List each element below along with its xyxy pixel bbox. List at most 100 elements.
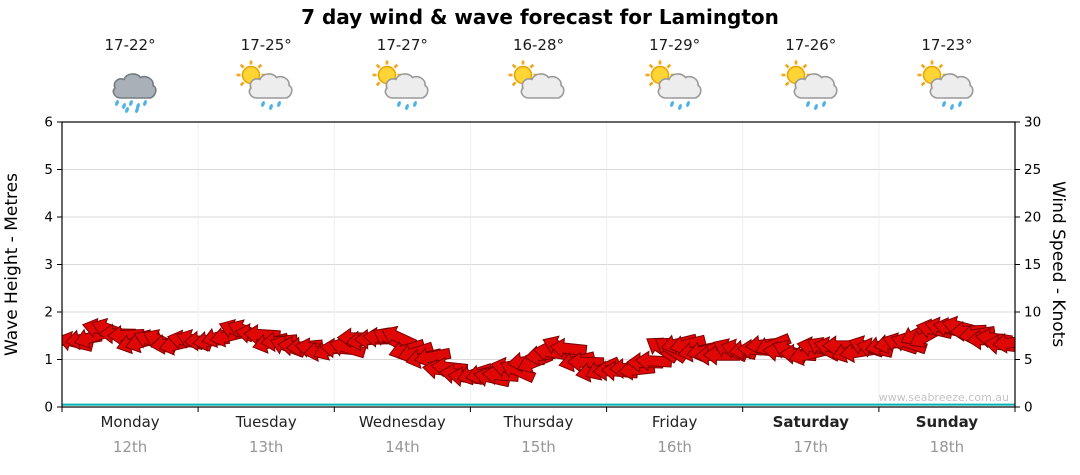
cloud	[384, 73, 429, 99]
day-date-label: 16th	[657, 438, 692, 456]
cloud	[929, 73, 974, 99]
raindrop	[122, 103, 126, 109]
left-tick-label: 3	[44, 257, 53, 273]
sun-ray	[920, 81, 926, 87]
sun-ray	[648, 81, 654, 87]
temp-range-label: 17-25°	[240, 36, 292, 54]
day-date-label: 12th	[112, 438, 148, 456]
wind-arrow	[413, 347, 452, 368]
day-header: 17-26°	[743, 36, 879, 114]
raindrop	[115, 100, 119, 106]
day-date-label: 15th	[521, 438, 556, 456]
right-tick-label: 15	[1024, 257, 1041, 273]
day-name-label: Saturday	[772, 413, 849, 431]
raindrop	[125, 107, 129, 113]
left-tick-label: 1	[44, 352, 53, 368]
sun-cloud-rain-icon	[236, 60, 296, 114]
temp-range-label: 17-23°	[921, 36, 973, 54]
sun-ray	[512, 63, 518, 69]
wind-arrow	[549, 337, 588, 359]
raindrop	[941, 101, 946, 107]
left-tick-label: 4	[44, 210, 53, 226]
sun-ray	[920, 63, 926, 69]
day-headers: 17-22° 17-25° 17-27° 16-28° 17-29° 17-26° 17-2…	[62, 36, 1015, 114]
sun-ray	[938, 63, 944, 69]
sun-ray	[257, 63, 263, 69]
day-header: 16-28°	[470, 36, 606, 114]
temp-range-label: 17-29°	[649, 36, 701, 54]
raindrop	[957, 101, 962, 107]
cloud	[521, 73, 566, 99]
day-name-label: Sunday	[915, 413, 979, 431]
sun-cloud-icon	[508, 60, 568, 114]
sun-cloud-rain-icon	[372, 60, 432, 114]
sun-ray	[376, 63, 381, 69]
sun-ray	[784, 63, 790, 69]
wind-arrows	[62, 315, 1015, 388]
raindrop	[805, 101, 810, 107]
raindrop	[397, 101, 402, 107]
sun-ray	[802, 63, 807, 69]
left-tick-label: 0	[44, 400, 53, 416]
right-tick-label: 30	[1024, 115, 1041, 131]
chart-title: 7 day wind & wave forecast for Lamington	[301, 5, 779, 29]
raindrop	[821, 101, 826, 107]
sun-ray	[239, 63, 245, 69]
rain-cloud-icon	[100, 60, 160, 114]
sun-ray	[648, 63, 654, 69]
raindrop	[685, 101, 690, 107]
sun-ray	[666, 63, 671, 69]
sun-ray	[529, 63, 535, 69]
sun-ray	[239, 81, 245, 87]
left-tick-label: 2	[44, 305, 53, 321]
day-name-label: Monday	[100, 413, 160, 431]
day-name-label: Thursday	[503, 413, 574, 431]
day-name-label: Tuesday	[235, 413, 297, 431]
sun-cloud-rain-icon	[781, 60, 841, 114]
right-tick-label: 20	[1024, 210, 1041, 226]
raindrop	[143, 100, 147, 106]
cloud	[793, 73, 838, 99]
sun-cloud-rain-icon	[917, 60, 977, 114]
raindrop	[669, 101, 674, 107]
right-axis-title: Wind Speed - Knots	[1048, 181, 1068, 348]
temp-range-label: 17-27°	[376, 36, 428, 54]
left-tick-label: 6	[44, 115, 53, 131]
left-tick-label: 5	[44, 162, 53, 178]
right-tick-label: 10	[1024, 305, 1041, 321]
raindrop	[261, 101, 266, 107]
day-dates-row: 12th 13th 14th 15th 16th 17th 18th	[62, 438, 1015, 456]
raindrop	[277, 101, 282, 107]
day-name-label: Friday	[651, 413, 698, 431]
day-header: 17-29°	[607, 36, 743, 114]
raindrop	[813, 104, 818, 110]
day-header: 17-23°	[879, 36, 1015, 114]
day-header: 17-25°	[198, 36, 334, 114]
right-tick-label: 25	[1024, 162, 1041, 178]
day-date-label: 18th	[929, 438, 965, 456]
day-date-label: 14th	[385, 438, 420, 456]
raindrop	[677, 104, 682, 110]
day-date-label: 17th	[793, 438, 829, 456]
temp-range-label: 16-28°	[512, 36, 565, 54]
watermark: www.seabreeze.com.au	[879, 391, 1009, 404]
raindrop	[413, 101, 418, 107]
wind-arrow	[107, 324, 145, 346]
day-names-row: Monday Tuesday Wednesday Thursday Friday Satu…	[62, 413, 1015, 431]
sun-ray	[393, 63, 399, 69]
cloud	[657, 73, 702, 99]
raindrop	[129, 100, 133, 106]
wind-arrow	[328, 336, 367, 359]
raindrop	[135, 107, 139, 113]
temp-range-label: 17-26°	[785, 36, 837, 54]
sun-ray	[512, 81, 518, 87]
temp-range-label: 17-22°	[104, 36, 156, 54]
cloud	[248, 73, 293, 99]
wind-arrow	[992, 332, 1015, 354]
day-header: 17-22°	[62, 36, 198, 114]
raindrop	[269, 104, 274, 110]
sun-ray	[784, 81, 790, 87]
raindrop	[949, 104, 954, 110]
